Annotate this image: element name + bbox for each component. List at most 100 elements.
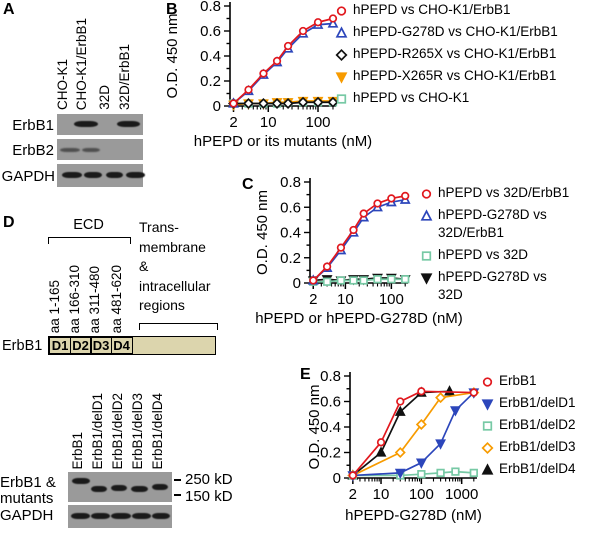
triangle-down-marker-icon [335, 72, 348, 84]
triangle-down-marker-icon [420, 273, 433, 285]
blot-band [72, 478, 90, 484]
panel-a-row-label: ErbB2 [12, 142, 54, 159]
region-label-line: & [139, 258, 149, 274]
svg-text:100: 100 [409, 486, 434, 503]
blot-band [131, 486, 148, 492]
panel-d-lane-label: ErbB1/delD4 [150, 393, 165, 470]
blot-band [84, 172, 102, 178]
circle-marker-icon [421, 189, 432, 199]
triangle-up-marker-icon [481, 463, 494, 475]
blot-band [111, 485, 127, 491]
western-blot-gapdh-a [57, 164, 145, 187]
svg-text:0.2: 0.2 [320, 445, 341, 462]
blot-band [91, 486, 107, 492]
legend-b: hPEPD vs CHO-K1/ErbB1 hPEPD-G278D vs CHO-… [334, 1, 558, 111]
square-marker-icon [336, 94, 347, 104]
panel-d-row-label: GAPDH [0, 507, 54, 524]
panel-c-label: C [242, 176, 254, 193]
circle-marker-icon [482, 377, 493, 387]
panel-d-row-label: mutants [0, 490, 54, 507]
svg-text:1000: 1000 [445, 486, 478, 503]
blot-band [106, 172, 123, 178]
aa-range-label: aa 481-620 [109, 264, 124, 333]
blot-band [132, 513, 151, 519]
panel-a-lane-label: 32D/ErbB1 [117, 43, 132, 110]
panel-b-label: B [166, 1, 178, 18]
svg-text:0.2: 0.2 [200, 73, 221, 90]
legend-item: ErbB1/delD3 [480, 438, 576, 456]
panel-a-label: A [3, 1, 15, 18]
panel-a-row-label: ErbB1 [12, 117, 54, 134]
panel-a-lane-label: CHO-K1/ErbB1 [74, 17, 89, 110]
panel-d-lane-label: ErbB1/delD2 [110, 393, 125, 470]
legend-item-label: hPEPD vs 32D [438, 247, 529, 262]
region-label-line: membrane [139, 238, 206, 255]
domain-box-d3: D3 [90, 337, 112, 354]
legend-item: hPEPD vs 32D/ErbB1 [419, 184, 579, 202]
blot-band [91, 513, 110, 519]
aa-range-label: aa 311-480 [87, 265, 102, 333]
svg-text:O.D. 450 nm: O.D. 450 nm [254, 190, 271, 275]
legend-item: hPEPD vs CHO-K1 [334, 89, 558, 107]
mw-marker-label: 150 kD [185, 488, 233, 505]
svg-text:0.4: 0.4 [280, 225, 301, 242]
blot-band [111, 513, 131, 519]
legend-item: hPEPD-G278D vs 32D/ErbB1 [419, 206, 579, 242]
binding-curve-chart-e: 0 0.2 0.4 0.6 0.8 2 10 100 1000 hPEPD-G278D (nM) O… [306, 368, 482, 524]
blot-band [71, 513, 90, 519]
svg-text:0.8: 0.8 [320, 368, 341, 385]
erbb1-domain-bar: D1 D2 D3 D4 [48, 336, 216, 355]
legend-item: hPEPD-X265R vs CHO-K1/ErbB1 [334, 67, 558, 85]
panel-e-label: E [300, 366, 311, 383]
legend-item-label: hPEPD vs CHO-K1/ErbB1 [353, 2, 511, 17]
legend-item-label: hPEPD-G278D vs CHO-K1/ErbB1 [353, 24, 558, 39]
region-label-line: Trans- [139, 219, 179, 235]
svg-text:0.8: 0.8 [200, 0, 221, 15]
svg-text:10: 10 [337, 291, 354, 308]
legend-item: hPEPD-G278D vs CHO-K1/ErbB1 [334, 23, 558, 41]
blot-band [82, 148, 100, 152]
svg-text:2: 2 [349, 486, 357, 503]
ecd-label: ECD [73, 217, 104, 233]
legend-item: ErbB1/delD2 [480, 416, 576, 434]
svg-text:0.4: 0.4 [200, 48, 221, 65]
legend-item: ErbB1/delD4 [480, 460, 576, 478]
svg-text:hPEPD or hPEPD-G278D (nM): hPEPD or hPEPD-G278D (nM) [255, 310, 463, 327]
legend-item-label: ErbB1/delD4 [499, 461, 576, 476]
legend-item-label: hPEPD vs 32D/ErbB1 [438, 185, 570, 200]
marker-tick-150 [174, 494, 181, 496]
svg-text:0: 0 [213, 98, 221, 115]
legend-item: ErbB1 [480, 372, 576, 390]
blot-band [152, 513, 170, 519]
blot-band [74, 121, 98, 127]
domain-box-d2: D2 [69, 337, 92, 354]
triangle-down-marker-icon [481, 399, 494, 411]
svg-text:2: 2 [229, 114, 237, 131]
legend-item-label: hPEPD-G278D vs 32D/ErbB1 [438, 207, 547, 240]
svg-text:hPEPD-G278D (nM): hPEPD-G278D (nM) [345, 507, 482, 524]
svg-text:100: 100 [305, 114, 330, 131]
svg-text:2: 2 [309, 291, 317, 308]
western-blot-erbb2 [57, 139, 143, 160]
blot-band [60, 148, 80, 152]
blot-band [117, 121, 140, 127]
transmembrane-region-label: Trans- membrane & intracellular regions [139, 218, 211, 316]
circle-marker-icon [336, 6, 347, 16]
legend-item-label: hPEPD-X265R vs CHO-K1/ErbB1 [353, 68, 557, 83]
legend-item: hPEPD-R265X vs CHO-K1/ErbB1 [334, 45, 558, 63]
aa-range-label: aa 166-310 [67, 264, 82, 333]
ecd-bracket [48, 237, 131, 244]
legend-item: hPEPD vs 32D [419, 246, 579, 264]
panel-d-lane-label: ErbB1 [70, 432, 85, 470]
blot-band [152, 484, 168, 490]
domain-box-d4: D4 [110, 337, 133, 354]
blot-band [126, 172, 145, 178]
panel-d-lane-label: ErbB1/delD3 [130, 393, 145, 470]
panel-d-lane-label: ErbB1/delD1 [90, 393, 105, 470]
legend-c: hPEPD vs 32D/ErbB1 hPEPD-G278D vs 32D/Erb… [419, 184, 579, 308]
legend-item-label: ErbB1/delD3 [499, 439, 576, 454]
legend-item: hPEPD-G278D vs 32D [419, 268, 579, 304]
western-blot-gapdh-d [68, 505, 172, 528]
legend-item-label: ErbB1/delD2 [499, 417, 576, 432]
